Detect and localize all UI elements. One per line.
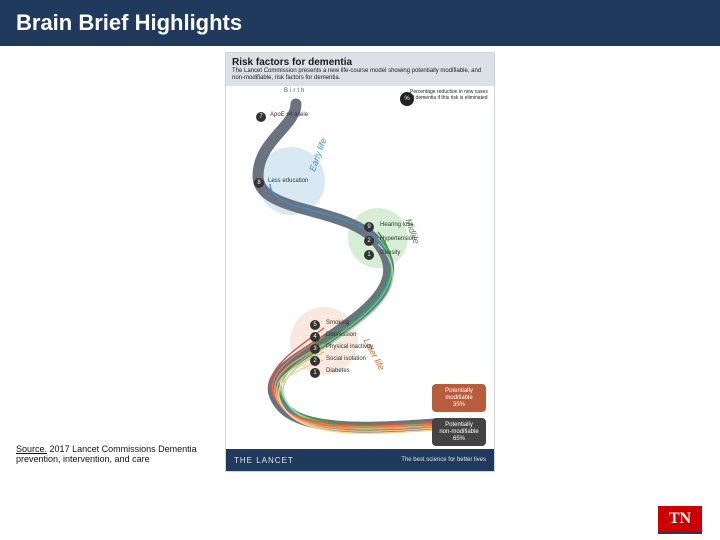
source-label: Source. <box>16 444 47 454</box>
risk-factor-label: Social isolation <box>326 356 366 362</box>
tn-badge-text: TN <box>669 510 691 528</box>
figure-title: Risk factors for dementia <box>232 57 488 68</box>
content-area: Risk factors for dementia The Lancet Com… <box>0 46 720 504</box>
figure-footer-tagline: The best science for better lives <box>401 457 486 463</box>
end-box: Potentiallymodifiable35% <box>432 384 486 412</box>
risk-factor-label: Physical inactivity <box>326 344 373 350</box>
dementia-risk-figure: Risk factors for dementia The Lancet Com… <box>225 52 495 472</box>
title-bar: Brain Brief Highlights <box>0 0 720 46</box>
risk-factor-label: ApoE ε4 allele <box>270 112 308 118</box>
birth-label: Birth <box>284 88 306 94</box>
source-note: Source. 2017 Lancet Commissions Dementia… <box>16 444 236 464</box>
risk-factor-label: Smoking <box>326 320 349 326</box>
legend-description: Percentage reduction in new cases of dem… <box>410 90 490 101</box>
risk-factor-label: Depression <box>326 332 356 338</box>
risk-factor-label: Hypertension <box>380 236 415 242</box>
figure-body: % Percentage reduction in new cases of d… <box>226 86 494 448</box>
figure-subtitle: The Lancet Commission presents a new lif… <box>232 68 488 82</box>
figure-footer: THE LANCET The best science for better l… <box>226 449 494 471</box>
risk-factor-label: Less education <box>268 178 308 184</box>
risk-factor-label: Diabetes <box>326 368 350 374</box>
risk-factor-label: Obesity <box>380 250 400 256</box>
page-title: Brain Brief Highlights <box>16 10 242 36</box>
tn-badge: TN <box>658 506 702 534</box>
figure-footer-brand: THE LANCET <box>234 456 294 465</box>
figure-header: Risk factors for dementia The Lancet Com… <box>226 53 494 86</box>
end-box: Potentiallynon-modifiable65% <box>432 418 486 446</box>
risk-factor-label: Hearing loss <box>380 222 413 228</box>
